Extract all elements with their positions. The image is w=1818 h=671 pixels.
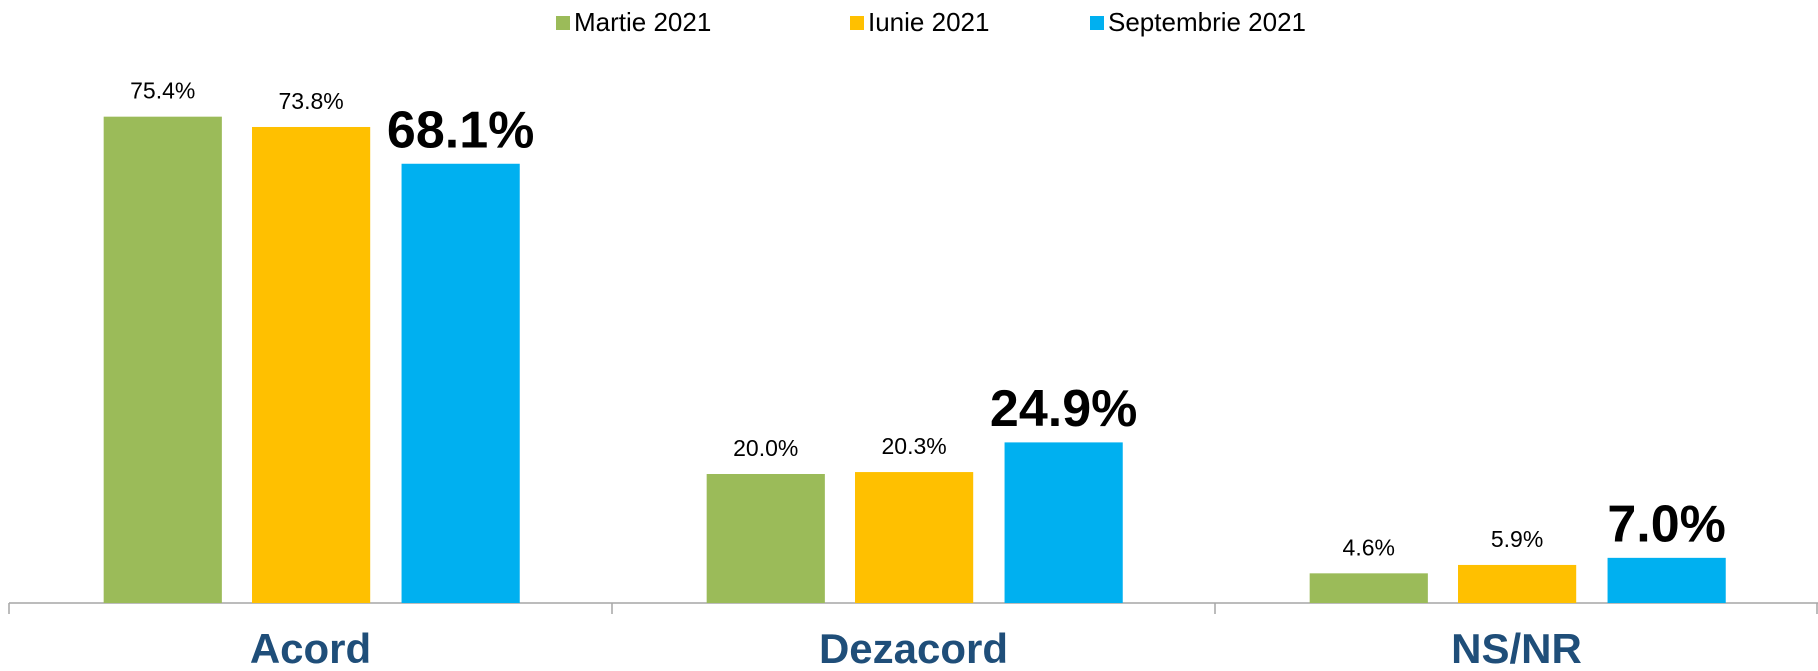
value-label: 24.9% — [990, 380, 1137, 438]
legend-label: Septembrie 2021 — [1108, 7, 1306, 37]
bar — [1309, 573, 1428, 603]
value-label: 4.6% — [1343, 534, 1395, 560]
legend-swatch — [850, 16, 864, 30]
x-tick-label: Dezacord — [819, 625, 1008, 671]
bar — [1004, 442, 1123, 603]
value-label: 20.0% — [733, 435, 798, 461]
bar — [103, 116, 222, 604]
x-tick-label: Acord — [250, 625, 371, 671]
value-label: 5.9% — [1491, 526, 1543, 552]
bar — [855, 472, 974, 603]
value-label: 73.8% — [278, 88, 343, 114]
legend-swatch — [1090, 16, 1104, 30]
x-tick-label: NS/NR — [1451, 625, 1582, 671]
legend-swatch — [556, 16, 570, 30]
bar — [401, 163, 520, 603]
bar — [1458, 564, 1577, 603]
legend-label: Martie 2021 — [574, 7, 711, 37]
value-label: 68.1% — [387, 101, 534, 159]
value-label: 75.4% — [130, 78, 195, 104]
value-label: 20.3% — [881, 433, 946, 459]
bar — [1607, 557, 1726, 603]
value-label: 7.0% — [1607, 496, 1726, 554]
legend-label: Iunie 2021 — [868, 7, 989, 37]
bar — [252, 126, 371, 604]
bar — [706, 474, 825, 603]
